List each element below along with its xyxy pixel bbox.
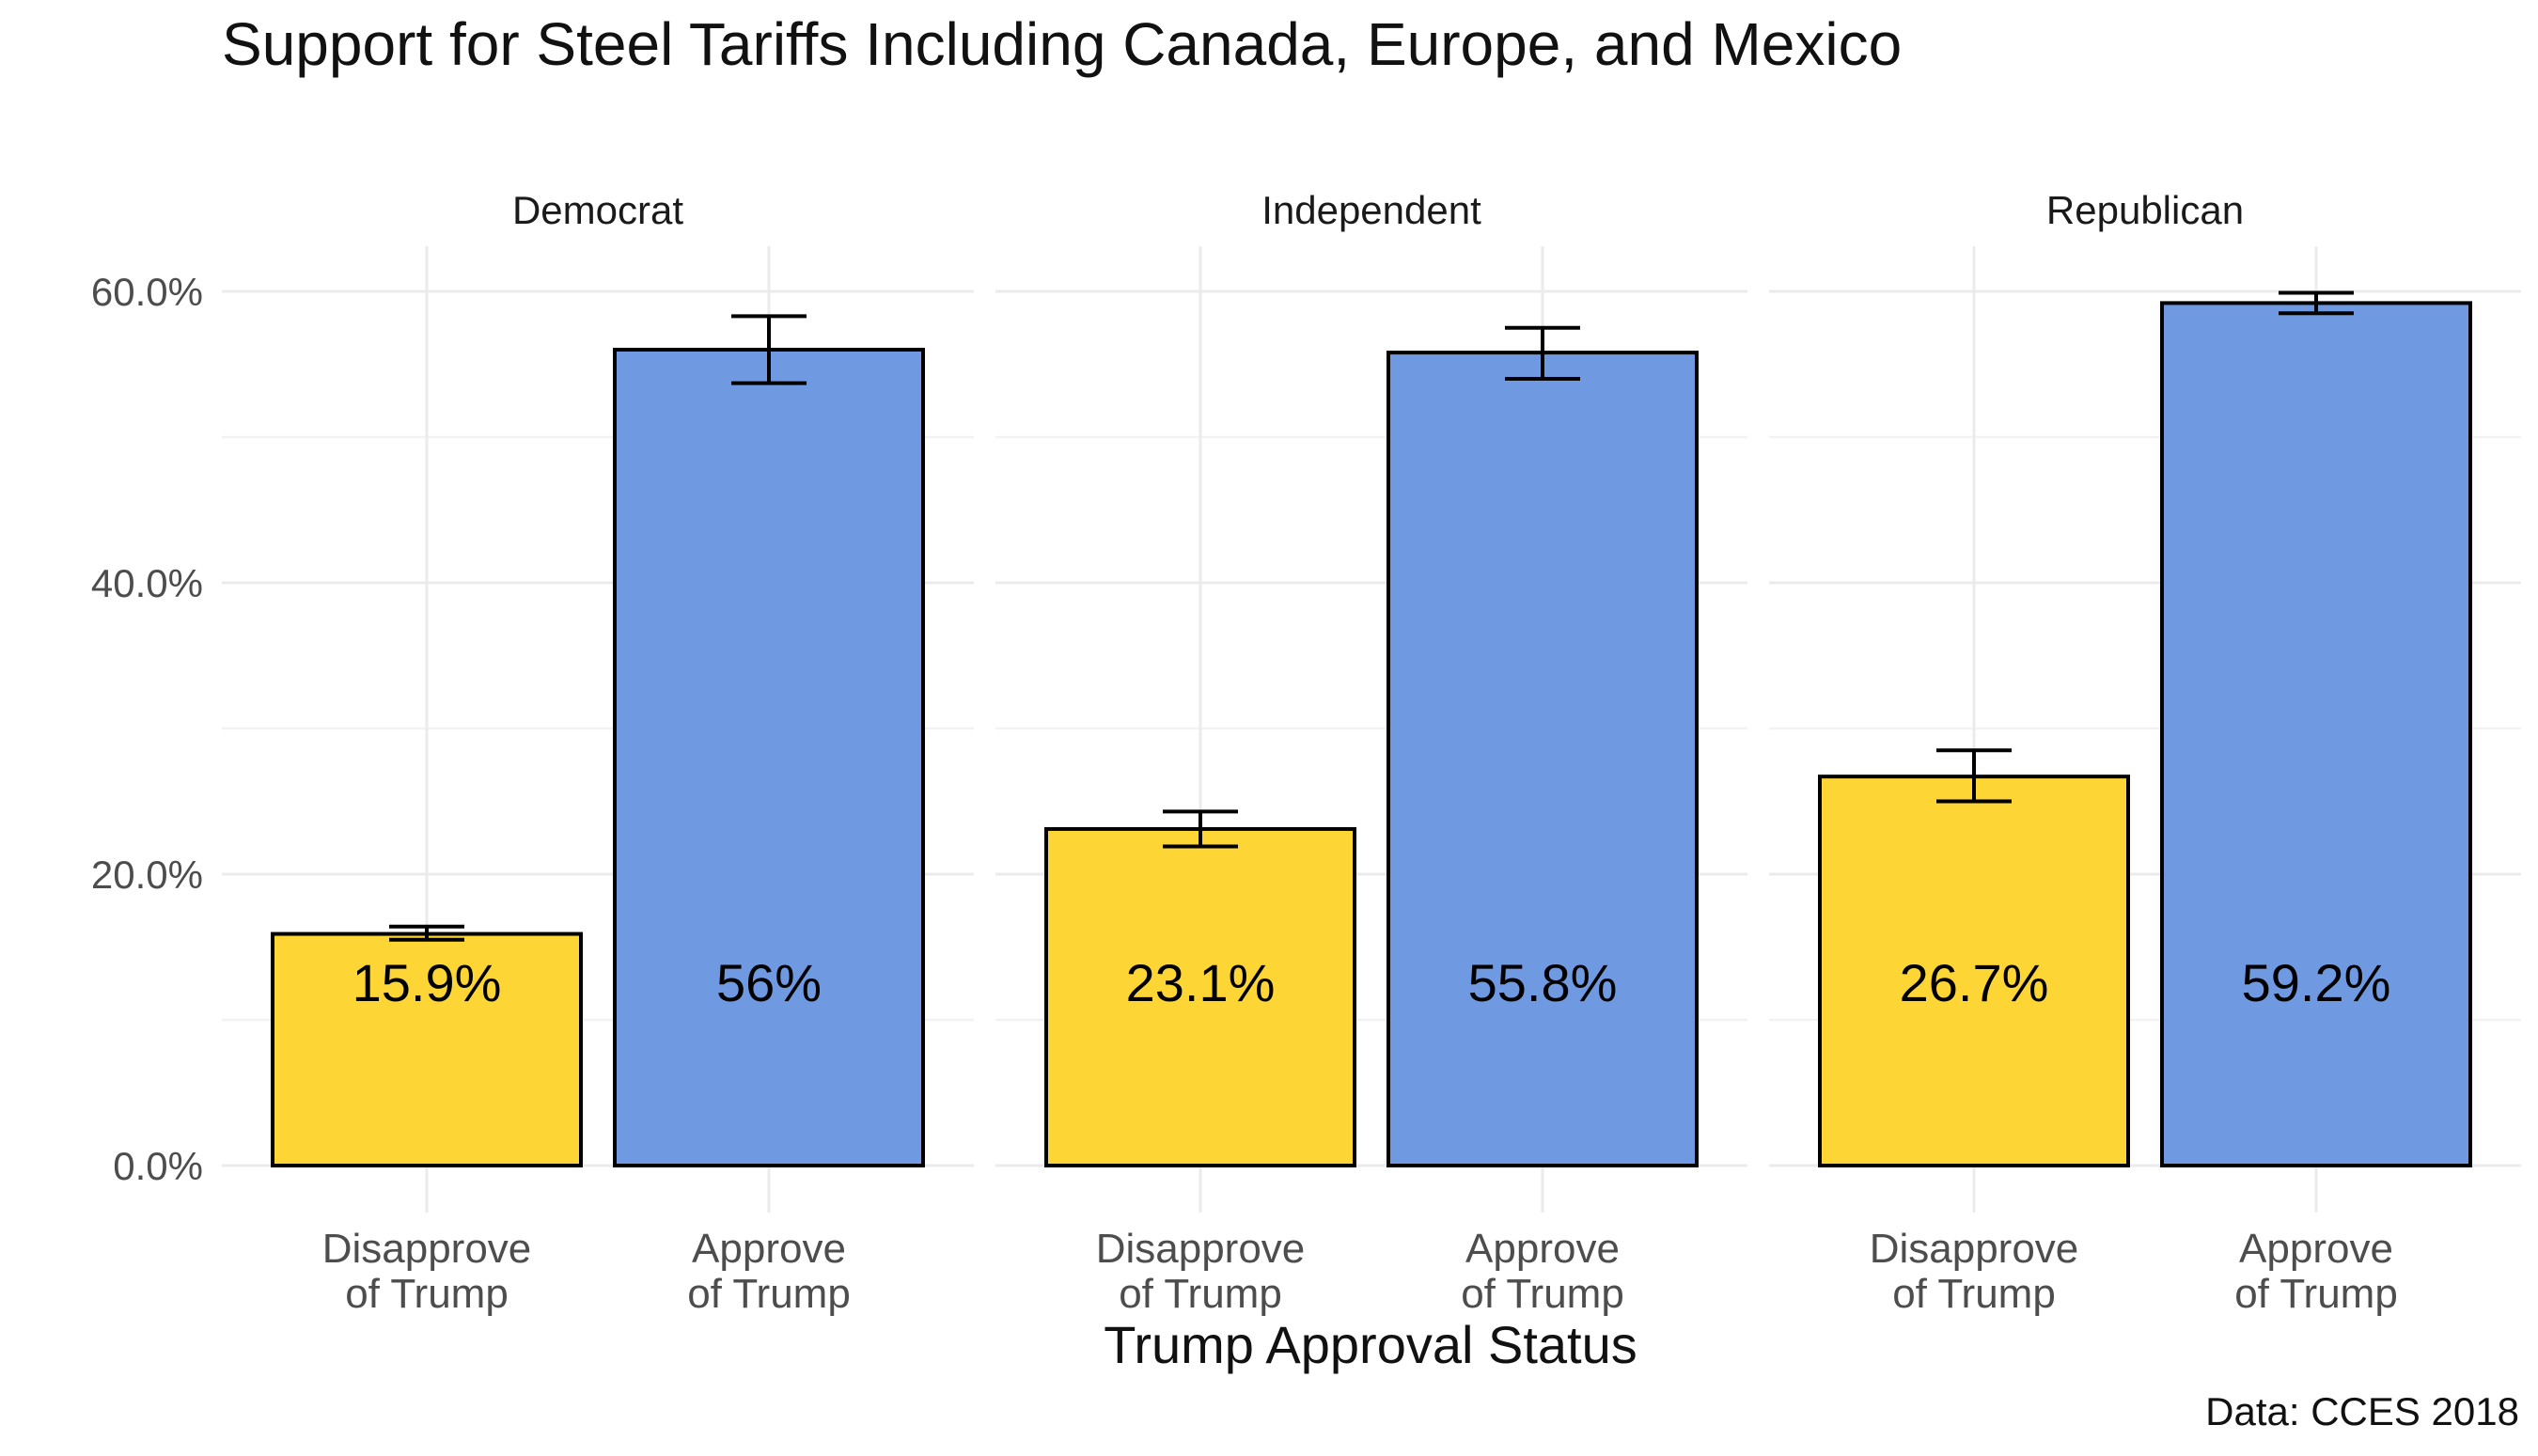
- y-tick-label: 60.0%: [91, 270, 203, 314]
- x-tick-label-line2: of Trump: [1892, 1271, 2056, 1317]
- bar-republican-0: [1818, 775, 2130, 1168]
- facet-label-democrat: Democrat: [512, 188, 683, 232]
- x-tick-label-line2: of Trump: [1461, 1271, 1624, 1317]
- data-label: 55.8%: [1468, 953, 1618, 1012]
- data-label: 26.7%: [1900, 953, 2049, 1012]
- x-tick-label-line1: Disapprove: [1870, 1226, 2079, 1272]
- x-tick-label-line1: Approve: [2239, 1226, 2393, 1272]
- data-label: 23.1%: [1126, 953, 1276, 1012]
- bar-independent-0: [1044, 826, 1356, 1167]
- x-axis-title: Trump Approval Status: [1104, 1315, 1637, 1374]
- x-tick-label-line2: of Trump: [1119, 1271, 1282, 1317]
- bar-independent-1: [1386, 351, 1699, 1168]
- x-tick-label-line2: of Trump: [2234, 1271, 2398, 1317]
- bar-republican-1: [2160, 301, 2472, 1167]
- data-label: 59.2%: [2242, 953, 2391, 1012]
- data-label: 15.9%: [352, 953, 502, 1012]
- data-label: 56%: [716, 953, 822, 1012]
- facet-label-independent: Independent: [1261, 188, 1481, 232]
- x-tick-label-line1: Approve: [692, 1226, 846, 1272]
- x-tick-label-line1: Disapprove: [322, 1226, 532, 1272]
- x-tick-label-line2: of Trump: [345, 1271, 509, 1317]
- facet-label-republican: Republican: [2046, 188, 2244, 232]
- chart-caption: Data: CCES 2018: [2205, 1389, 2519, 1433]
- bar-democrat-1: [613, 348, 925, 1167]
- y-tick-label: 20.0%: [91, 853, 203, 897]
- y-tick-label: 40.0%: [91, 561, 203, 605]
- x-tick-label-line1: Disapprove: [1096, 1226, 1306, 1272]
- bar-democrat-0: [271, 932, 583, 1167]
- x-tick-label-line2: of Trump: [687, 1271, 851, 1317]
- x-tick-label-line1: Approve: [1465, 1226, 1620, 1272]
- chart-title: Support for Steel Tariffs Including Cana…: [222, 10, 1903, 78]
- y-tick-label: 0.0%: [113, 1144, 203, 1188]
